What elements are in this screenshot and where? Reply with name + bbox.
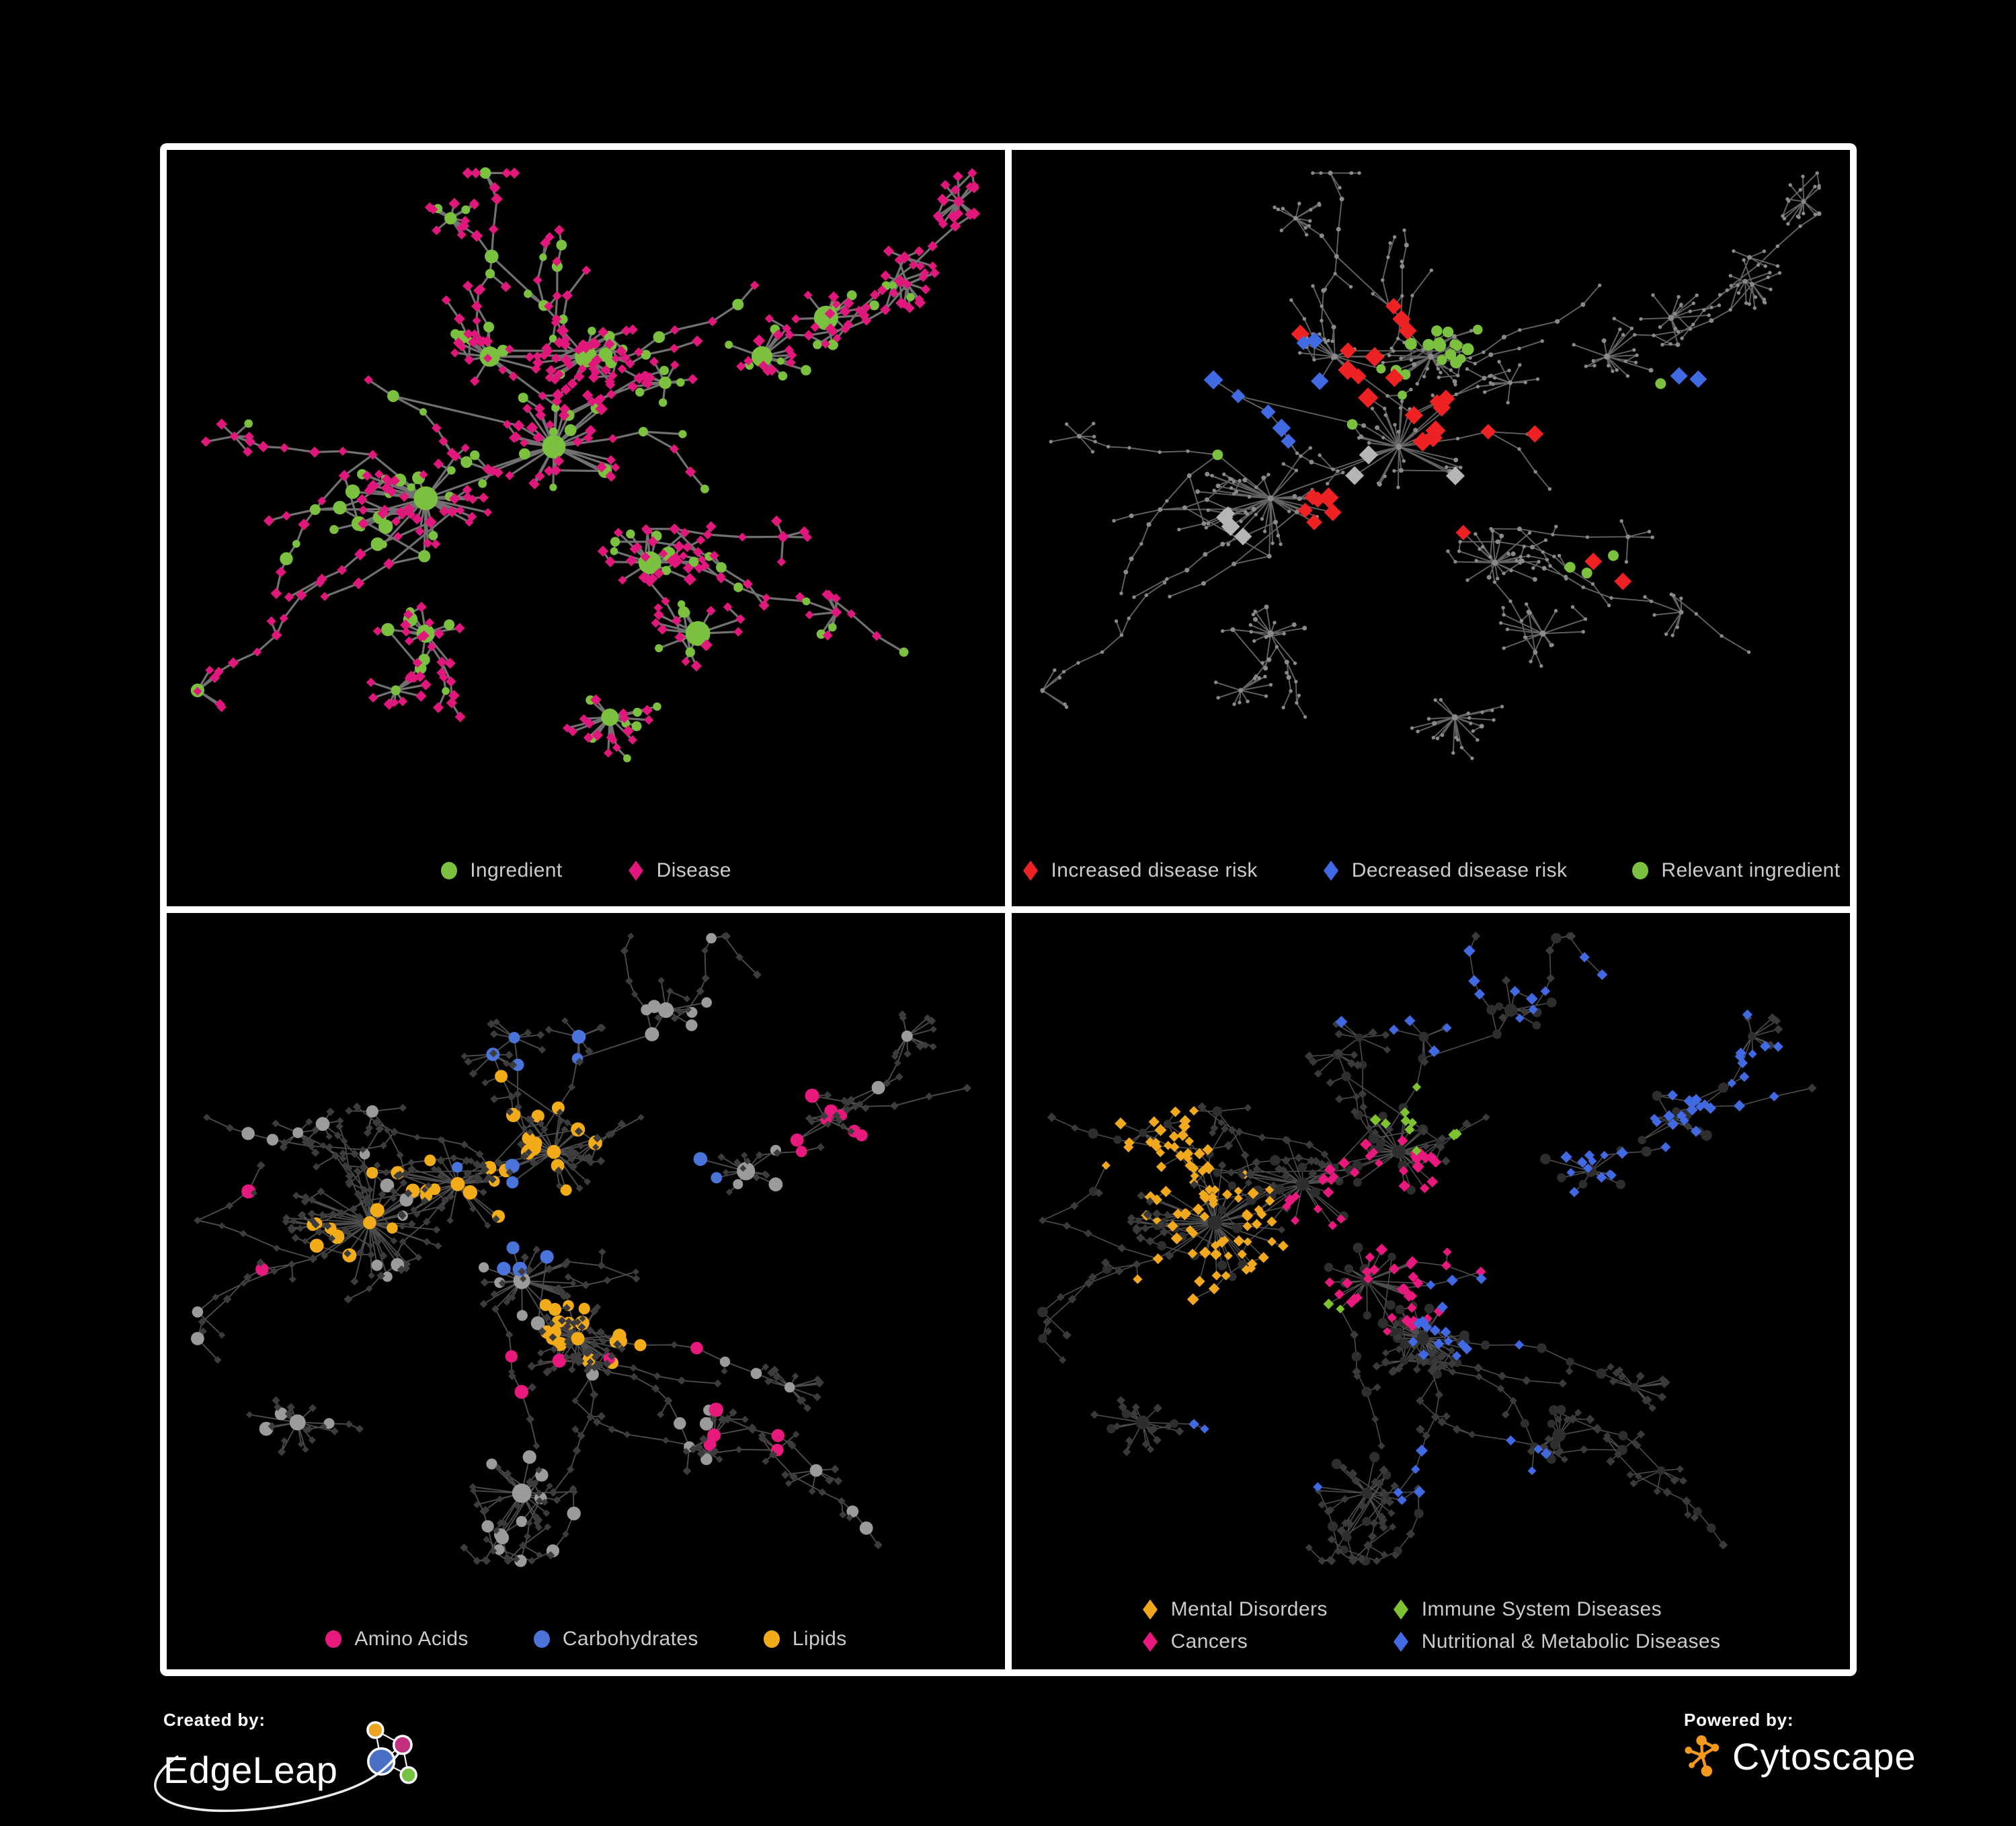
legend-label-decreased-disease-risk: Decreased disease risk: [1351, 859, 1568, 881]
legend-label-carbohydrates: Carbohydrates: [562, 1628, 698, 1650]
nutrient-classes-legend: Amino Acids Carbohydrates Lipids: [167, 1628, 1005, 1651]
cytoscape-logo-icon: [1685, 1735, 1720, 1777]
legend-label-relevant-ingredient: Relevant ingredient: [1661, 859, 1841, 881]
powered-by-label: Powered by:: [1684, 1710, 1794, 1730]
disease-diamond-icon: [628, 861, 643, 881]
cancers-diamond-icon: [1142, 1632, 1158, 1652]
legend-label-nutritional-metabolic-diseases: Nutritional & Metabolic Diseases: [1421, 1630, 1721, 1653]
decreased-disease-risk-diamond-icon: [1323, 861, 1338, 881]
legend-item-increased-disease-risk: Increased disease risk: [1022, 859, 1258, 882]
panel-grid: Ingredient Disease Increased disease risk…: [167, 150, 1850, 1669]
legend-item-ingredient: Ingredient: [440, 859, 562, 882]
carbohydrates-circle-icon: [533, 1630, 550, 1648]
increased-disease-risk-diamond-icon: [1022, 861, 1038, 881]
legend-item-mental-disorders: Mental Disorders: [1141, 1598, 1328, 1621]
disease-risk-legend: Increased disease risk Decreased disease …: [1012, 859, 1850, 882]
legend-label-increased-disease-risk: Increased disease risk: [1051, 859, 1258, 881]
amino-acids-circle-icon: [325, 1630, 342, 1648]
edgeleap-credit: Created by: EdgeLeap: [154, 1710, 428, 1813]
legend-label-immune-system-diseases: Immune System Diseases: [1421, 1598, 1662, 1620]
panel-disease-risk: Increased disease risk Decreased disease …: [1012, 150, 1850, 906]
edgeleap-logo-icon: [366, 1721, 418, 1784]
ingredient-circle-icon: [441, 862, 458, 879]
immune-system-diseases-diamond-icon: [1393, 1599, 1408, 1620]
figure-frame: Ingredient Disease Increased disease risk…: [160, 143, 1857, 1676]
edgeleap-brand: EdgeLeap: [163, 1749, 338, 1791]
relevant-ingredient-circle-icon: [1632, 862, 1649, 879]
legend-item-carbohydrates: Carbohydrates: [533, 1628, 698, 1651]
legend-label-lipids: Lipids: [792, 1628, 847, 1650]
legend-item-immune-system-diseases: Immune System Diseases: [1392, 1598, 1721, 1621]
ingredient-disease-legend: Ingredient Disease: [167, 859, 1005, 882]
legend-item-nutritional-metabolic-diseases: Nutritional & Metabolic Diseases: [1392, 1630, 1721, 1653]
legend-label-amino-acids: Amino Acids: [354, 1628, 469, 1650]
legend-label-disease: Disease: [656, 859, 731, 881]
disease-categories-network: [1037, 931, 1817, 1566]
legend-label-mental-disorders: Mental Disorders: [1170, 1598, 1328, 1620]
panel-nutrient-classes: Amino Acids Carbohydrates Lipids: [167, 913, 1005, 1669]
nutritional-metabolic-diseases-diamond-icon: [1393, 1632, 1408, 1652]
legend-item-cancers: Cancers: [1141, 1630, 1328, 1653]
created-by-label: Created by:: [163, 1710, 266, 1730]
legend-label-cancers: Cancers: [1170, 1630, 1248, 1653]
nutrient-classes-network: [191, 931, 972, 1567]
legend-item-relevant-ingredient: Relevant ingredient: [1631, 859, 1840, 882]
cytoscape-credit: Powered by: Cytoscape: [1684, 1710, 1917, 1779]
legend-label-ingredient: Ingredient: [470, 859, 563, 881]
cytoscape-brand: Cytoscape: [1732, 1735, 1917, 1778]
legend-item-decreased-disease-risk: Decreased disease risk: [1322, 859, 1568, 882]
legend-item-disease: Disease: [627, 859, 731, 882]
lipids-circle-icon: [763, 1630, 780, 1648]
disease-categories-legend: Mental Disorders Immune System Diseases Ca…: [1141, 1598, 1721, 1653]
legend-item-lipids: Lipids: [763, 1628, 847, 1651]
legend-item-amino-acids: Amino Acids: [325, 1628, 468, 1651]
panel-disease-categories: Mental Disorders Immune System Diseases Ca…: [1012, 913, 1850, 1669]
mental-disorders-diamond-icon: [1142, 1599, 1158, 1620]
ingredient-disease-network: [190, 167, 981, 762]
panel-ingredient-disease: Ingredient Disease: [167, 150, 1005, 906]
disease-risk-network: [1040, 170, 1822, 760]
